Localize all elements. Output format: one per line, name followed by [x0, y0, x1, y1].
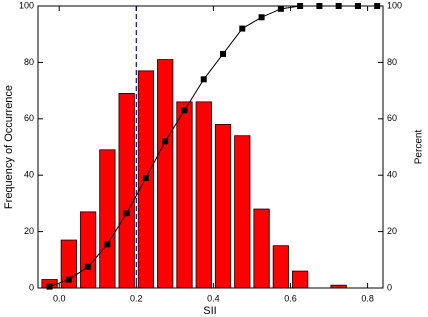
- x-tick-label: 0.4: [207, 293, 220, 303]
- bar: [80, 211, 97, 289]
- y2-tick-label: 40: [387, 170, 397, 180]
- y2-tick-label: 100: [387, 0, 402, 10]
- cumulative-marker: [85, 263, 92, 270]
- cumulative-marker: [142, 175, 149, 182]
- bar: [99, 149, 116, 289]
- cumulative-marker: [258, 14, 265, 21]
- cumulative-marker: [200, 76, 207, 83]
- x-tick-label: 0.0: [53, 293, 66, 303]
- cumulative-marker: [162, 138, 169, 145]
- bar: [157, 59, 174, 289]
- cumulative-marker: [104, 241, 111, 248]
- x-tick-label: 0.6: [284, 293, 297, 303]
- y-tick-label: 100: [19, 0, 34, 10]
- bar: [272, 245, 289, 289]
- y-tick-label: 20: [24, 226, 34, 236]
- x-axis-label: SII: [203, 305, 216, 317]
- y2-tick-label: 60: [387, 113, 397, 123]
- cumulative-marker: [123, 210, 130, 217]
- y2-tick-label: 80: [387, 57, 397, 67]
- y-tick-label: 40: [24, 170, 34, 180]
- bar: [195, 101, 212, 289]
- x-tick-label: 0.2: [130, 293, 143, 303]
- bar: [234, 135, 251, 289]
- cumulative-marker: [46, 283, 53, 290]
- y-axis-label: Frequency of Occurrence: [3, 85, 15, 209]
- bar: [253, 208, 270, 289]
- y-tick-label: 0: [29, 282, 34, 292]
- y2-tick-label: 20: [387, 226, 397, 236]
- bar: [214, 124, 232, 289]
- y2-tick-label: 0: [387, 282, 392, 292]
- y-tick-label: 80: [24, 57, 34, 67]
- x-tick-label: 0.8: [361, 293, 374, 303]
- bar: [118, 93, 135, 289]
- cumulative-line: [49, 5, 378, 288]
- bar: [292, 270, 309, 289]
- cumulative-marker: [65, 276, 72, 283]
- cumulative-marker: [239, 25, 246, 32]
- cumulative-marker: [277, 5, 284, 12]
- bar: [176, 101, 193, 289]
- y2-axis-label: Percent: [414, 130, 425, 165]
- cumulative-marker: [220, 50, 227, 57]
- plot-frame: [37, 5, 384, 289]
- cumulative-marker: [181, 107, 188, 114]
- y-tick-label: 60: [24, 113, 34, 123]
